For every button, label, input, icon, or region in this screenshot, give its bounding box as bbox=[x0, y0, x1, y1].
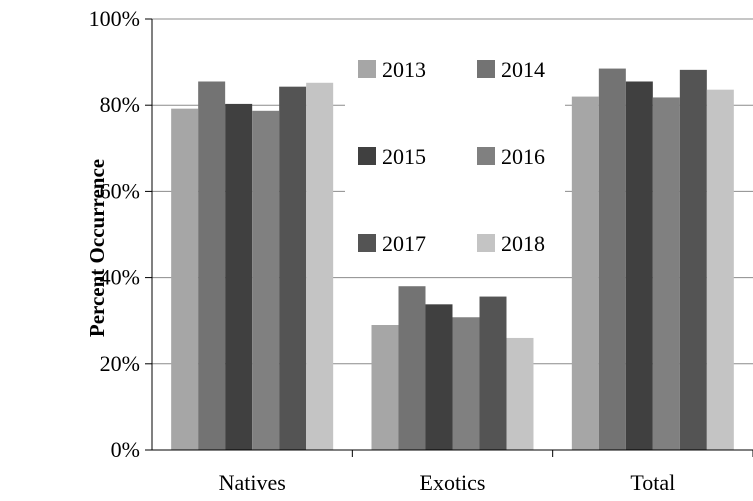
legend-swatch bbox=[358, 147, 376, 165]
y-tick-label: 60% bbox=[100, 178, 140, 203]
bar-2016-exotics bbox=[452, 317, 480, 450]
bar-2017-total bbox=[679, 69, 707, 450]
bar-2015-natives bbox=[225, 103, 253, 451]
category-labels: Natives Exotics Total bbox=[219, 470, 676, 495]
legend-swatch bbox=[477, 147, 495, 165]
bar-2016-natives bbox=[252, 110, 280, 450]
y-tick-label: 20% bbox=[100, 351, 140, 376]
category-label: Total bbox=[630, 470, 675, 495]
bar-2015-total bbox=[625, 81, 653, 451]
legend: 2013 2014 2015 2016 2017 2018 bbox=[345, 40, 565, 270]
bar-2017-natives bbox=[279, 86, 307, 451]
category-label: Exotics bbox=[420, 470, 486, 495]
bar-2018-natives bbox=[306, 82, 334, 451]
bar-series-group bbox=[171, 68, 734, 451]
legend-swatch bbox=[358, 234, 376, 252]
y-tick-label: 80% bbox=[100, 92, 140, 117]
legend-swatch bbox=[477, 60, 495, 78]
legend-swatch bbox=[358, 60, 376, 78]
bar-2014-total bbox=[598, 68, 626, 450]
y-axis-title: Percent Occurrence bbox=[85, 159, 109, 337]
legend-label: 2013 bbox=[382, 57, 426, 82]
legend-label: 2016 bbox=[501, 144, 545, 169]
legend-label: 2017 bbox=[382, 231, 426, 256]
bar-2013-total bbox=[571, 96, 599, 450]
bar-2014-natives bbox=[198, 81, 226, 451]
legend-label: 2018 bbox=[501, 231, 545, 256]
bar-2016-total bbox=[652, 97, 680, 450]
bar-2017-exotics bbox=[479, 296, 507, 450]
y-tick-label: 40% bbox=[100, 265, 140, 290]
bar-2015-exotics bbox=[425, 304, 453, 450]
legend-background bbox=[345, 40, 565, 270]
legend-label: 2014 bbox=[501, 57, 545, 82]
y-tick-label: 0% bbox=[111, 437, 140, 462]
bar-2013-natives bbox=[171, 108, 199, 450]
bar-2018-exotics bbox=[506, 337, 534, 450]
bar-2018-total bbox=[706, 89, 734, 451]
category-label: Natives bbox=[219, 470, 286, 495]
legend-label: 2015 bbox=[382, 144, 426, 169]
y-tick-labels: 0% 20% 40% 60% 80% 100% bbox=[89, 6, 140, 462]
y-tick-label: 100% bbox=[89, 6, 140, 31]
axes bbox=[145, 18, 753, 457]
bar-2014-exotics bbox=[398, 286, 426, 450]
bar-2013-exotics bbox=[371, 325, 399, 450]
legend-swatch bbox=[477, 234, 495, 252]
